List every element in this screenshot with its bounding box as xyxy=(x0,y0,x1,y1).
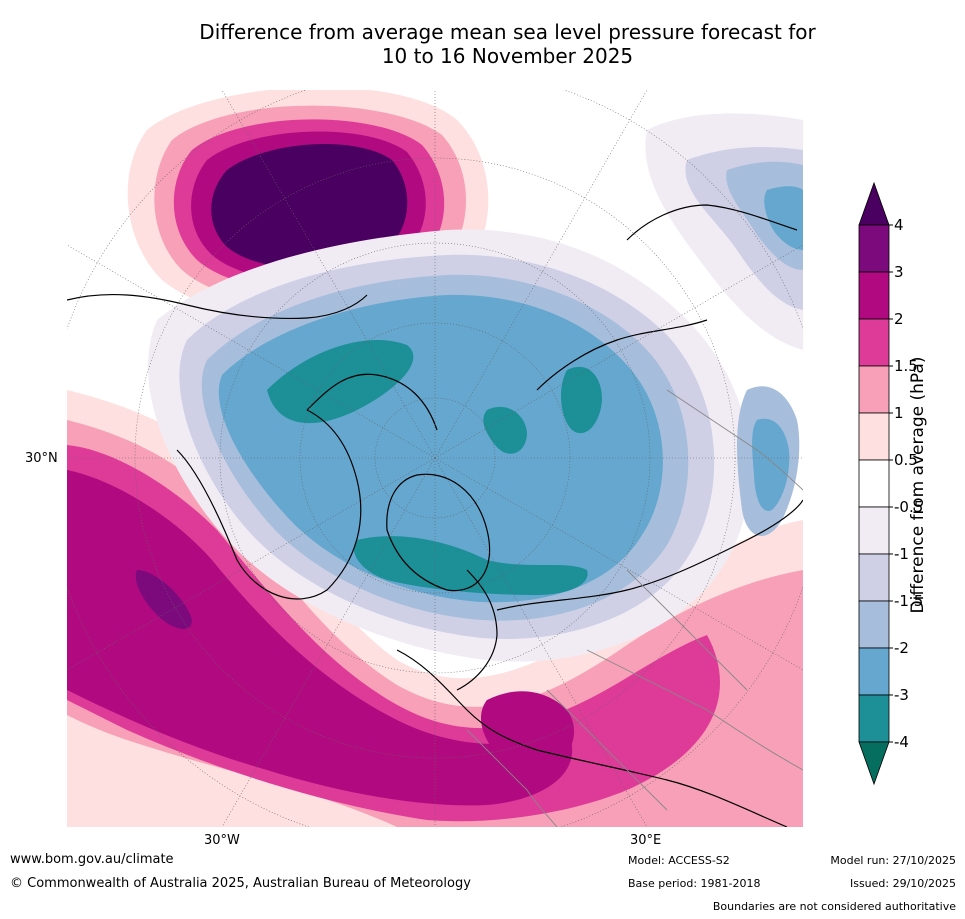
colorbar-segment xyxy=(858,318,890,367)
colorbar-tick-label: 1 xyxy=(894,404,904,422)
footer-disclaimer: Boundaries are not considered authoritat… xyxy=(712,900,956,913)
footer-model: Model: ACCESS-S2 xyxy=(628,854,730,867)
anomaly-contour-ar8 xyxy=(560,366,602,434)
colorbar-segment xyxy=(858,506,890,555)
colorbar-tick-label: -1 xyxy=(894,545,909,563)
footer-website[interactable]: www.bom.gov.au/climate xyxy=(10,852,174,867)
colorbar-segment xyxy=(858,553,890,602)
colorbar-tick-label: 1.5 xyxy=(894,357,918,375)
colorbar-segments xyxy=(858,181,890,786)
coastlines xyxy=(67,204,803,827)
colorbar-segment xyxy=(858,224,890,273)
colorbar-title-text: Difference from average (hPa) xyxy=(908,356,928,614)
colorbar-segment xyxy=(858,412,890,461)
anomaly-contour-atl4 xyxy=(67,470,573,806)
colorbar-under-arrow xyxy=(858,741,890,786)
footer-model-run: Model run: 27/10/2025 xyxy=(830,854,956,867)
footer-issued: Issued: 29/10/2025 xyxy=(849,877,956,890)
arctic-low-anomaly xyxy=(148,229,751,662)
title-line-2: 10 to 16 November 2025 xyxy=(381,44,634,68)
anomaly-contour-np5 xyxy=(211,143,408,269)
colorbar-tick-label: -1.5 xyxy=(894,592,923,610)
latitude-label-30n: 30°N xyxy=(25,451,58,466)
country-borders xyxy=(466,389,803,827)
colorbar-tick-label: -4 xyxy=(894,733,909,751)
anomaly-contour-atl5 xyxy=(135,570,192,630)
colorbar-segment xyxy=(858,694,890,743)
longitude-label-30e: 30°E xyxy=(630,833,662,848)
pressure-anomaly-map xyxy=(67,90,803,827)
colorbar-tick-label: -2 xyxy=(894,639,909,657)
footer-base-period: Base period: 1981-2018 xyxy=(628,877,761,890)
anomaly-contour-as6 xyxy=(752,418,790,511)
colorbar-tick-label: 4 xyxy=(894,216,904,234)
colorbar-segment xyxy=(858,271,890,320)
colorbar-segment xyxy=(858,365,890,414)
colorbar-segment xyxy=(858,600,890,649)
anomaly-contour-as4 xyxy=(764,186,803,250)
colorbar-tick-label: -0.5 xyxy=(894,498,923,516)
title-line-1: Difference from average mean sea level p… xyxy=(199,20,816,44)
colorbar-tick-label: 3 xyxy=(894,263,904,281)
map-panel xyxy=(67,90,803,827)
colorbar-ticks: 4 3 2 1.5 1 0.5 -0.5 -1 -1.5 -2 -3 -4 xyxy=(889,216,923,751)
anomaly-contour-ar6 xyxy=(483,406,527,454)
colorbar-tick-label: -3 xyxy=(894,686,909,704)
longitude-label-30w: 30°W xyxy=(204,833,240,848)
colorbar-tick-label: 0.5 xyxy=(894,451,918,469)
colorbar-over-arrow xyxy=(858,181,890,226)
colorbar: 4 3 2 1.5 1 0.5 -0.5 -1 -1.5 -2 -3 -4 xyxy=(858,181,923,786)
map-title: Difference from average mean sea level p… xyxy=(150,20,865,68)
graticule xyxy=(67,90,803,827)
colorbar-segment xyxy=(858,459,890,508)
colorbar-tick-label: 2 xyxy=(894,310,904,328)
anomaly-contour-ar7 xyxy=(353,536,588,595)
asia-low-anomaly xyxy=(645,113,803,537)
colorbar-segment xyxy=(858,647,890,696)
anomaly-contour-eu4 xyxy=(481,691,575,772)
footer-copyright: © Commonwealth of Australia 2025, Austra… xyxy=(10,876,471,891)
